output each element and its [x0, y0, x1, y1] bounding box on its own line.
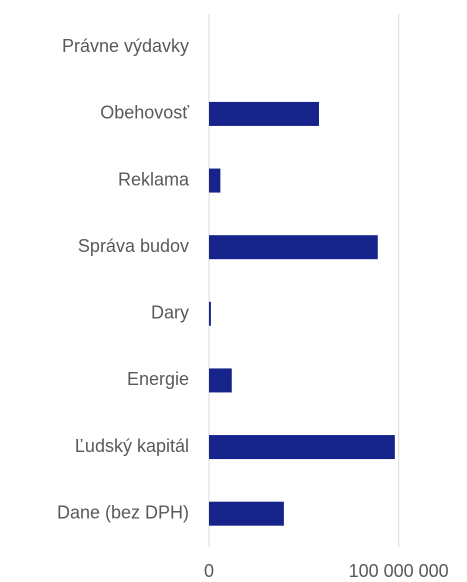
- bar: [209, 301, 211, 326]
- bar: [209, 435, 395, 460]
- y-tick-label: Dane (bez DPH): [57, 502, 189, 522]
- bar: [209, 235, 378, 260]
- bar: [209, 501, 284, 526]
- y-tick-label: Energie: [127, 369, 189, 389]
- y-tick-label: Právne výdavky: [62, 36, 189, 56]
- y-tick-label: Správa budov: [78, 236, 189, 256]
- y-tick-label: Reklama: [118, 169, 190, 189]
- x-tick-label: 0: [204, 561, 214, 581]
- y-tick-label: Dary: [151, 303, 189, 323]
- bar: [209, 101, 319, 126]
- bar: [209, 368, 232, 393]
- x-tick-label: 100 000 000: [349, 561, 449, 581]
- bar: [209, 168, 221, 193]
- y-tick-label: Obehovosť: [100, 103, 189, 123]
- y-tick-label: Ľudský kapitál: [75, 436, 189, 456]
